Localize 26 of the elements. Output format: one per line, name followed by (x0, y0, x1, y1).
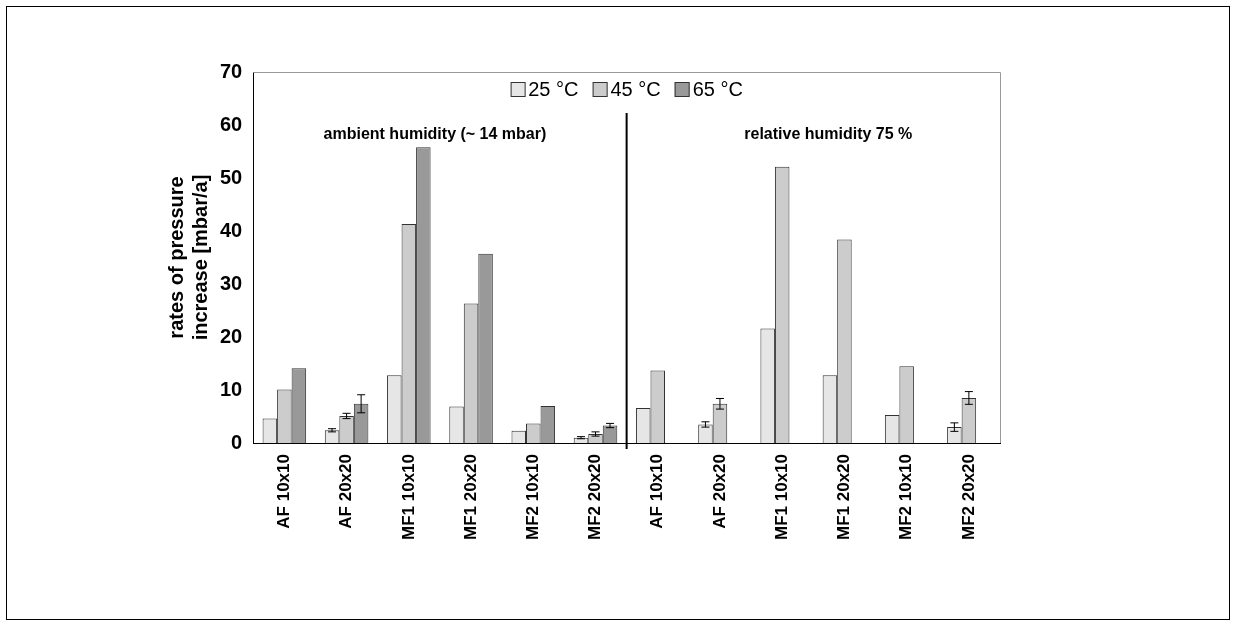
x-tick-label: MF1 10x10 (771, 454, 791, 540)
legend-label: 65 °C (692, 78, 743, 101)
x-tick-label: MF2 10x10 (896, 454, 916, 540)
x-tick-label: AF 20x20 (336, 454, 356, 529)
x-tick-label: MF1 10x10 (398, 454, 418, 540)
y-axis-title: rates of pressure increase [mbar/a] (164, 174, 211, 341)
x-tick-label: AF 20x20 (709, 454, 729, 529)
x-tick-label: MF2 10x10 (522, 454, 542, 540)
legend-label: 45 °C (610, 78, 661, 101)
x-tick-label: MF2 20x20 (958, 454, 978, 540)
annotation: ambient humidity (~ 14 mbar) (323, 125, 547, 143)
x-tick-label: AF 10x10 (274, 454, 294, 529)
x-tick-label: MF1 20x20 (460, 454, 480, 540)
legend-label: 25 °C (528, 78, 579, 101)
x-tick-label: MF2 20x20 (585, 454, 605, 540)
y-tick-label: 0 (231, 430, 243, 453)
x-tick-label: AF 10x10 (647, 454, 667, 529)
x-tick-label: MF1 20x20 (834, 454, 854, 540)
y-tick-label: 30 (220, 271, 243, 294)
y-tick-label: 40 (220, 218, 243, 241)
y-tick-label: 60 (220, 112, 243, 135)
y-tick-label: 50 (220, 165, 243, 188)
y-tick-label: 20 (220, 324, 243, 347)
y-tick-label: 10 (220, 377, 243, 400)
annotation: relative humidity 75 % (744, 125, 913, 143)
y-tick-label: 70 (220, 59, 243, 82)
